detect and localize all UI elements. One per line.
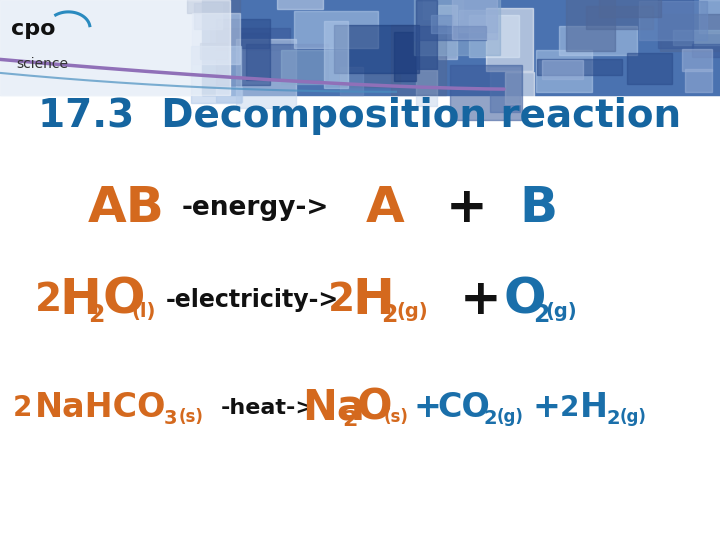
- Text: cpo: cpo: [11, 19, 55, 39]
- Text: 3: 3: [164, 409, 178, 428]
- Text: 2: 2: [382, 303, 398, 327]
- Bar: [241, 33, 269, 48]
- Bar: [438, 5, 456, 58]
- Text: +: +: [533, 391, 561, 424]
- Text: B: B: [520, 184, 557, 232]
- Bar: [194, 3, 222, 29]
- Text: (g): (g): [546, 302, 577, 321]
- Bar: [200, 43, 227, 59]
- Bar: [685, 69, 711, 92]
- Text: H: H: [580, 391, 608, 424]
- Bar: [657, 0, 693, 48]
- Text: (g): (g): [497, 408, 523, 427]
- Bar: [660, 14, 720, 51]
- Bar: [490, 68, 521, 112]
- Text: -electricity->: -electricity->: [166, 288, 339, 312]
- Text: 2: 2: [35, 281, 62, 319]
- Text: 17.3  Decomposition reaction: 17.3 Decomposition reaction: [38, 97, 682, 135]
- Bar: [210, 29, 290, 50]
- Text: science: science: [16, 57, 68, 71]
- Bar: [416, 70, 437, 106]
- Bar: [599, 0, 661, 17]
- Text: Na: Na: [302, 387, 365, 429]
- Text: CO: CO: [438, 391, 490, 424]
- Bar: [450, 65, 522, 120]
- Bar: [187, 0, 240, 14]
- Text: 2: 2: [328, 281, 355, 319]
- Bar: [459, 10, 497, 32]
- Bar: [414, 26, 486, 39]
- Bar: [217, 19, 270, 85]
- Bar: [423, 0, 463, 19]
- Bar: [559, 26, 636, 55]
- Bar: [451, 0, 498, 38]
- Bar: [216, 87, 241, 102]
- Bar: [0, 0, 720, 94]
- Text: 2: 2: [343, 409, 358, 430]
- Text: 2: 2: [533, 303, 549, 327]
- Bar: [416, 0, 437, 69]
- Bar: [192, 14, 240, 64]
- Bar: [431, 15, 452, 33]
- Text: 2: 2: [13, 394, 32, 422]
- Text: 2: 2: [560, 394, 580, 422]
- Text: O: O: [504, 276, 546, 323]
- Bar: [672, 30, 720, 45]
- Bar: [394, 32, 416, 82]
- Text: (s): (s): [384, 408, 409, 427]
- Bar: [536, 50, 592, 92]
- Bar: [391, 25, 446, 94]
- Text: (g): (g): [396, 302, 428, 321]
- Bar: [236, 39, 296, 108]
- Text: O: O: [103, 276, 145, 323]
- Text: 2: 2: [89, 303, 105, 327]
- Bar: [682, 49, 712, 71]
- Bar: [202, 0, 720, 94]
- Text: +: +: [459, 276, 501, 323]
- Bar: [537, 59, 622, 75]
- Text: NaHCO: NaHCO: [35, 391, 166, 424]
- Bar: [341, 67, 363, 95]
- Text: 2: 2: [484, 409, 498, 428]
- Text: (l): (l): [131, 302, 156, 321]
- Text: O: O: [356, 387, 392, 429]
- Bar: [414, 0, 500, 55]
- Bar: [542, 60, 583, 79]
- Bar: [339, 74, 400, 86]
- Bar: [505, 72, 534, 104]
- Bar: [469, 15, 519, 57]
- Text: +: +: [413, 391, 441, 424]
- Bar: [692, 44, 720, 57]
- Text: 2: 2: [607, 409, 621, 428]
- Text: (s): (s): [179, 408, 204, 427]
- Text: -energy->: -energy->: [182, 195, 329, 221]
- Bar: [699, 1, 720, 33]
- Bar: [324, 22, 348, 89]
- Text: AB: AB: [88, 184, 164, 232]
- Bar: [566, 0, 615, 51]
- Bar: [334, 25, 419, 73]
- Text: -heat->: -heat->: [220, 397, 315, 418]
- Bar: [281, 50, 348, 84]
- Text: A: A: [366, 184, 405, 232]
- Bar: [191, 45, 241, 103]
- Bar: [0, 0, 230, 94]
- Bar: [294, 10, 377, 48]
- Text: H: H: [353, 276, 395, 323]
- Bar: [486, 9, 534, 71]
- Text: H: H: [60, 276, 102, 323]
- Bar: [585, 6, 653, 29]
- Text: +: +: [446, 184, 487, 232]
- Bar: [639, 1, 708, 40]
- Bar: [246, 44, 328, 80]
- Bar: [627, 52, 672, 84]
- Text: (g): (g): [619, 408, 646, 427]
- Bar: [277, 0, 323, 9]
